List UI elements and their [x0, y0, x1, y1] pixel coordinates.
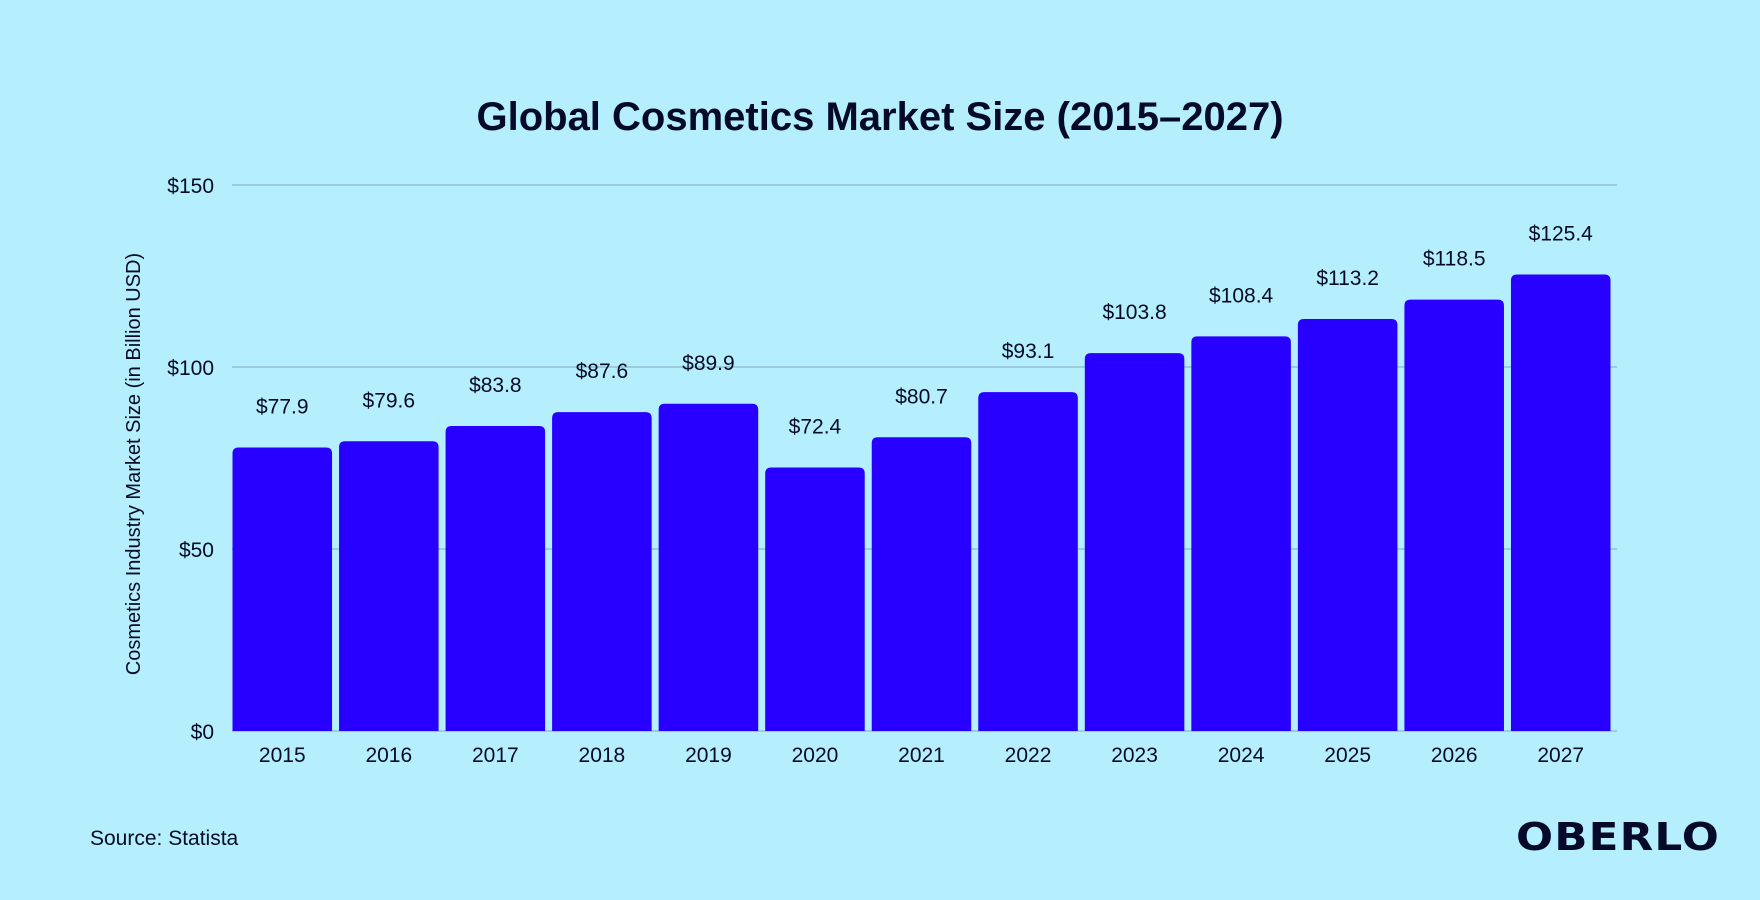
- x-tick-label: 2027: [1537, 744, 1584, 767]
- data-label: $103.8: [1102, 301, 1166, 324]
- chart-title: Global Cosmetics Market Size (2015–2027): [476, 95, 1283, 139]
- data-label: $113.2: [1316, 267, 1379, 290]
- oberlo-logo: OBERLO: [1516, 815, 1720, 859]
- bar-2026: [1404, 299, 1504, 731]
- bar-2021: [871, 437, 972, 731]
- bar-2019: [658, 403, 759, 731]
- x-tick-label: 2021: [898, 744, 945, 767]
- data-label: $72.4: [789, 415, 842, 438]
- x-tick-label: 2020: [792, 744, 839, 767]
- x-tick-label: 2015: [259, 744, 306, 767]
- bar-2022: [978, 392, 1078, 731]
- x-tick-label: 2023: [1111, 744, 1158, 767]
- y-tick-label: $150: [167, 175, 214, 198]
- y-tick-label: $100: [167, 357, 214, 380]
- x-tick-label: 2017: [472, 744, 519, 767]
- x-tick-label: 2026: [1431, 744, 1478, 767]
- bar-2027: [1510, 274, 1611, 731]
- x-tick-label: 2018: [579, 744, 626, 767]
- bar-2016: [339, 441, 439, 731]
- data-label: $87.6: [576, 360, 629, 383]
- bar-2015: [232, 447, 333, 731]
- data-label: $83.8: [469, 374, 522, 397]
- bar-2023: [1084, 353, 1185, 731]
- data-label: $79.6: [363, 389, 416, 412]
- data-label: $118.5: [1423, 248, 1486, 271]
- data-label: $89.9: [682, 352, 735, 375]
- bar-2020: [765, 467, 865, 731]
- y-tick-label: $0: [191, 721, 214, 744]
- bar-2018: [552, 412, 652, 731]
- y-axis-label: Cosmetics Industry Market Size (in Billi…: [123, 253, 145, 675]
- bar-2025: [1297, 318, 1398, 731]
- x-tick-label: 2025: [1324, 744, 1371, 767]
- data-label: $93.1: [1002, 340, 1055, 363]
- source-text: Source: Statista: [90, 827, 239, 850]
- x-tick-label: 2019: [685, 744, 732, 767]
- y-tick-label: $50: [179, 539, 214, 562]
- data-label: $125.4: [1529, 223, 1594, 246]
- data-label: $108.4: [1209, 284, 1274, 307]
- bar-2017: [445, 425, 546, 731]
- data-label: $77.9: [256, 395, 309, 418]
- bar-2024: [1191, 336, 1291, 731]
- x-tick-label: 2016: [365, 744, 412, 767]
- x-tick-label: 2022: [1005, 744, 1052, 767]
- x-tick-label: 2024: [1218, 744, 1265, 767]
- data-label: $80.7: [895, 385, 948, 408]
